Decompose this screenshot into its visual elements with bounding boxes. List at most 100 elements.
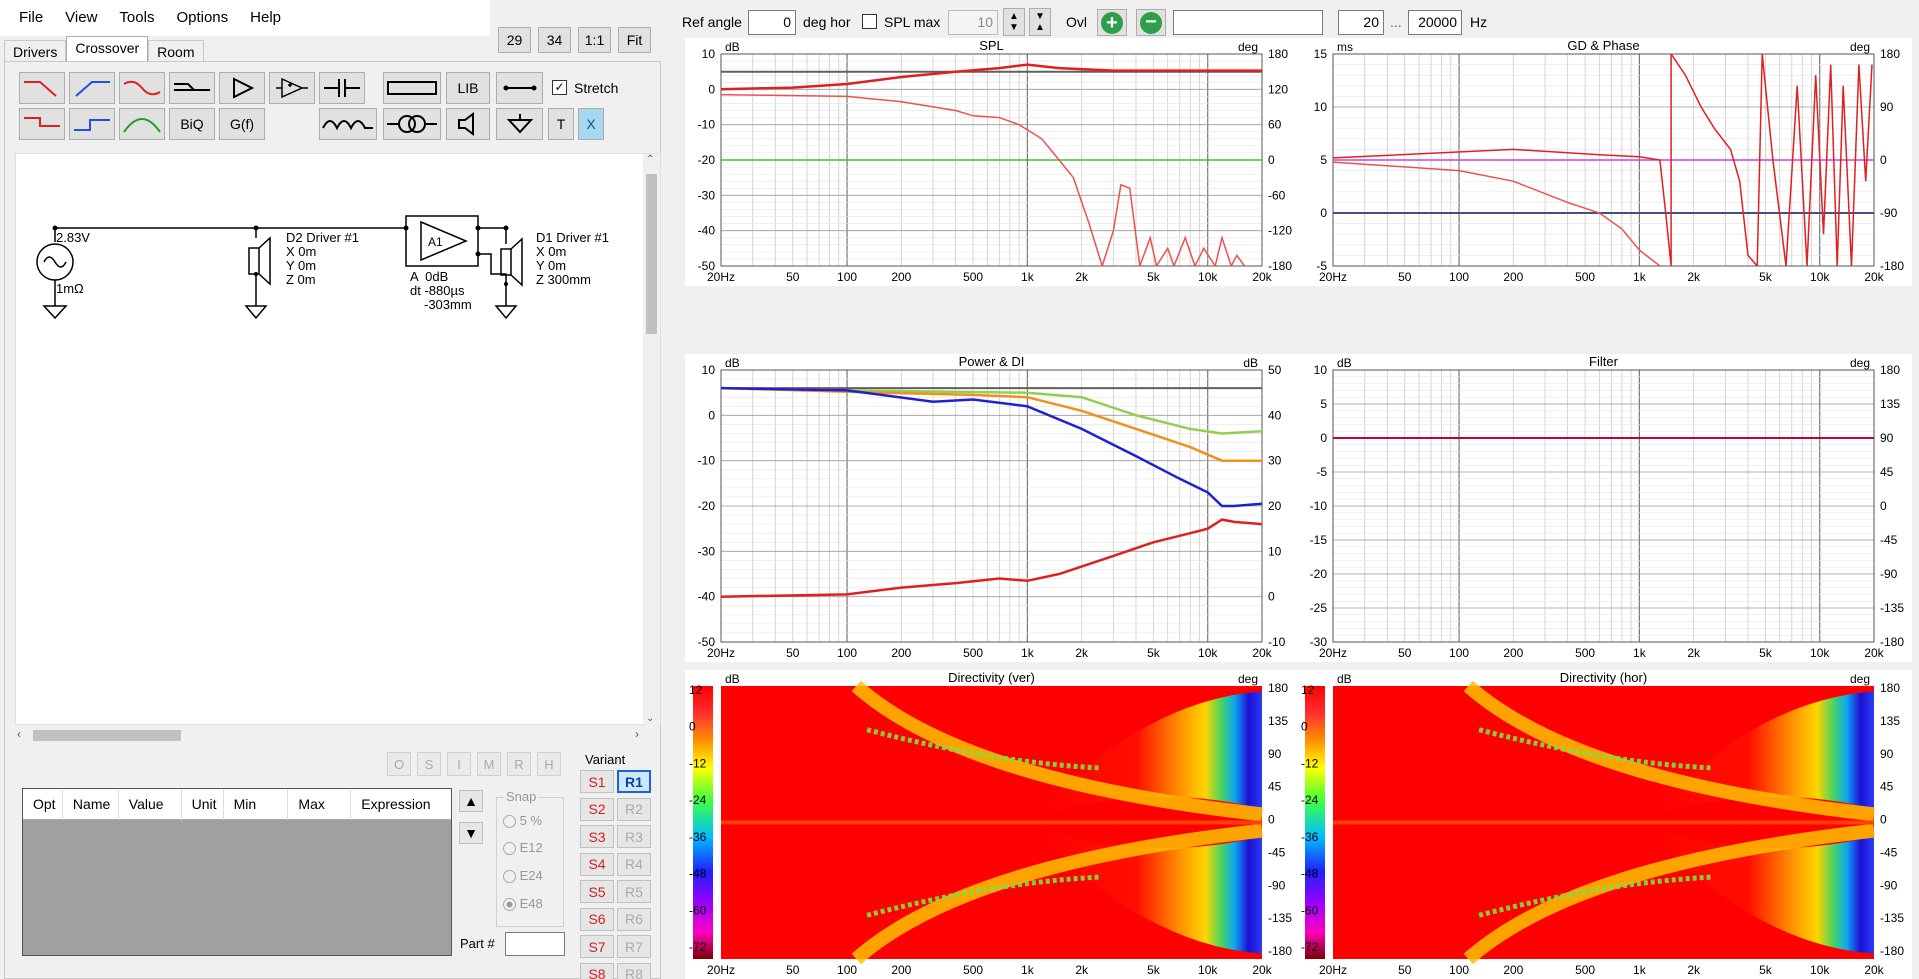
- variant-s4-button[interactable]: S4: [580, 852, 614, 876]
- biquad-button[interactable]: BiQ: [169, 108, 215, 140]
- driver-tool[interactable]: [446, 108, 490, 140]
- power-graph[interactable]: Power & DI dB dB 10 0 -10 -20 -30 -40 -50 50 40 30 20…: [685, 354, 1300, 662]
- horizontal-scroll-thumb[interactable]: [33, 730, 181, 741]
- resistor-tool[interactable]: [383, 72, 441, 104]
- spl-max-spinner[interactable]: ▲ ▼: [1003, 8, 1025, 36]
- spin-collapse-down-icon[interactable]: ▲: [1035, 22, 1045, 33]
- bandpass-green-tool[interactable]: [119, 108, 165, 140]
- state-i-button[interactable]: I: [447, 752, 471, 776]
- lowpass-red-tool[interactable]: [19, 72, 65, 104]
- col-expression[interactable]: Expression: [361, 795, 431, 812]
- variant-s6-button[interactable]: S6: [580, 907, 614, 931]
- ground-tool[interactable]: [496, 108, 543, 140]
- col-value[interactable]: Value: [119, 788, 182, 820]
- buffer-tool[interactable]: [219, 72, 265, 104]
- state-m-button[interactable]: M: [477, 752, 501, 776]
- variant-s3-button[interactable]: S3: [580, 825, 614, 848]
- part-number-input[interactable]: [505, 932, 565, 956]
- state-h-button[interactable]: H: [537, 752, 561, 776]
- lowpass2-red-tool[interactable]: [19, 108, 65, 140]
- spin-collapse-up-icon[interactable]: ▼: [1035, 11, 1045, 22]
- scroll-right-icon[interactable]: ›: [635, 727, 639, 741]
- variant-s7-button[interactable]: S7: [580, 935, 614, 958]
- shelf-tool[interactable]: [169, 72, 215, 104]
- dir-ver-graph[interactable]: Directivity (ver) dB deg 12 0 -12 -24 -36 -48 -60…: [685, 670, 1300, 979]
- state-r-button[interactable]: R: [507, 752, 531, 776]
- state-s-button[interactable]: S: [417, 752, 441, 776]
- tab-drivers[interactable]: Drivers: [4, 40, 67, 62]
- ref-angle-input[interactable]: 0: [748, 10, 796, 35]
- remove-overlay-button[interactable]: −: [1136, 9, 1166, 36]
- text-tool[interactable]: T: [548, 108, 574, 140]
- col-min[interactable]: Min: [224, 788, 289, 820]
- zoom-1to1-button[interactable]: 1:1: [578, 27, 611, 53]
- menu-help[interactable]: Help: [250, 9, 282, 26]
- variant-r5-button[interactable]: R5: [617, 880, 651, 903]
- schematic-vertical-scrollbar[interactable]: ⌃ ⌄: [643, 154, 660, 726]
- variant-s2-button[interactable]: S2: [580, 797, 614, 821]
- zoom-34-button[interactable]: 34: [538, 27, 571, 53]
- zoom-29-button[interactable]: 29: [498, 27, 531, 53]
- variant-r2-button[interactable]: R2: [617, 797, 651, 821]
- variant-r1-button[interactable]: R1: [617, 770, 651, 793]
- variant-s5-button[interactable]: S5: [580, 880, 614, 903]
- overlay-name-input[interactable]: [1173, 10, 1323, 35]
- variant-r7-button[interactable]: R7: [617, 935, 651, 958]
- spin-up-icon[interactable]: ▲: [1009, 11, 1019, 22]
- spin-down-icon[interactable]: ▼: [1009, 22, 1019, 33]
- spl-max-checkbox[interactable]: [862, 14, 877, 29]
- highpass2-blue-tool[interactable]: [69, 108, 115, 140]
- menu-file[interactable]: File: [19, 9, 44, 26]
- add-overlay-button[interactable]: +: [1097, 9, 1127, 36]
- move-down-button[interactable]: ▼: [459, 822, 483, 844]
- spl-range-spinner[interactable]: ▼ ▲: [1029, 8, 1051, 36]
- spl-graph[interactable]: SPL dB deg 10 0 -10 -20 -30 -40 -50 180 120 60 0 -60 -1…: [685, 38, 1300, 286]
- scroll-left-icon[interactable]: ‹: [17, 727, 21, 741]
- notch-red-tool[interactable]: [119, 72, 165, 104]
- optimizer-table[interactable]: Opt Name Value Unit Min Max Expression: [22, 788, 452, 956]
- variant-s8-button[interactable]: S8: [580, 962, 614, 979]
- scroll-up-icon[interactable]: ⌃: [646, 154, 655, 165]
- library-button[interactable]: LIB: [446, 72, 490, 104]
- state-o-button[interactable]: O: [387, 752, 411, 776]
- opamp-tool[interactable]: [269, 72, 315, 104]
- variant-r8-button[interactable]: R8: [617, 962, 651, 979]
- variant-r4-button[interactable]: R4: [617, 852, 651, 876]
- tab-crossover[interactable]: Crossover: [66, 36, 149, 62]
- snap-option-5pct[interactable]: 5 %: [503, 813, 542, 829]
- wire-tool[interactable]: [496, 72, 543, 104]
- scroll-down-icon[interactable]: ⌄: [646, 713, 655, 724]
- transformer-tool[interactable]: [383, 108, 441, 140]
- dir-hor-graph[interactable]: Directivity (hor) dB deg 12 0 -12 -24 -36 -48 -60…: [1297, 670, 1912, 979]
- col-name[interactable]: Name: [63, 788, 119, 820]
- capacitor-tool[interactable]: [319, 72, 365, 104]
- schematic-horizontal-scrollbar[interactable]: ‹ ›: [15, 727, 641, 744]
- stretch-checkbox[interactable]: ✓: [552, 80, 567, 95]
- menu-view[interactable]: View: [65, 9, 98, 26]
- highpass-blue-tool[interactable]: [69, 72, 115, 104]
- x-tool[interactable]: X: [578, 108, 604, 140]
- tab-room[interactable]: Room: [148, 40, 204, 62]
- snap-option-e48[interactable]: E48: [503, 896, 543, 912]
- col-max[interactable]: Max: [288, 788, 352, 820]
- filter-graph[interactable]: Filter dB deg 10 5 0 -5 -10 -15 -20 -25 -30 180 135 90…: [1297, 354, 1912, 662]
- variant-r3-button[interactable]: R3: [617, 825, 651, 848]
- snap-option-e12[interactable]: E12: [503, 840, 543, 856]
- col-opt[interactable]: Opt: [23, 788, 63, 820]
- zoom-fit-button[interactable]: Fit: [618, 27, 651, 53]
- freq-max-input[interactable]: 20000: [1408, 10, 1462, 35]
- gd-graph[interactable]: GD & Phase ms deg 15 10 5 0 -5 180 90 0 -90 -180 20Hz…: [1297, 38, 1912, 286]
- menu-tools[interactable]: Tools: [119, 9, 155, 26]
- variant-r6-button[interactable]: R6: [617, 907, 651, 931]
- transfer-function-button[interactable]: G(f): [219, 108, 265, 140]
- col-unit[interactable]: Unit: [182, 788, 224, 820]
- snap-option-e24[interactable]: E24: [503, 868, 543, 884]
- spl-max-input[interactable]: 10: [948, 10, 998, 35]
- freq-min-input[interactable]: 20: [1338, 10, 1384, 35]
- inductor-tool[interactable]: [319, 108, 377, 140]
- vertical-scroll-thumb[interactable]: [646, 174, 657, 334]
- schematic-canvas[interactable]: 2.83V 1mΩ D2 Driver #1 X 0m Y 0m Z 0m A1…: [15, 153, 661, 726]
- menu-options[interactable]: Options: [176, 9, 229, 26]
- variant-s1-button[interactable]: S1: [580, 770, 614, 793]
- move-up-button[interactable]: ▲: [459, 790, 483, 812]
